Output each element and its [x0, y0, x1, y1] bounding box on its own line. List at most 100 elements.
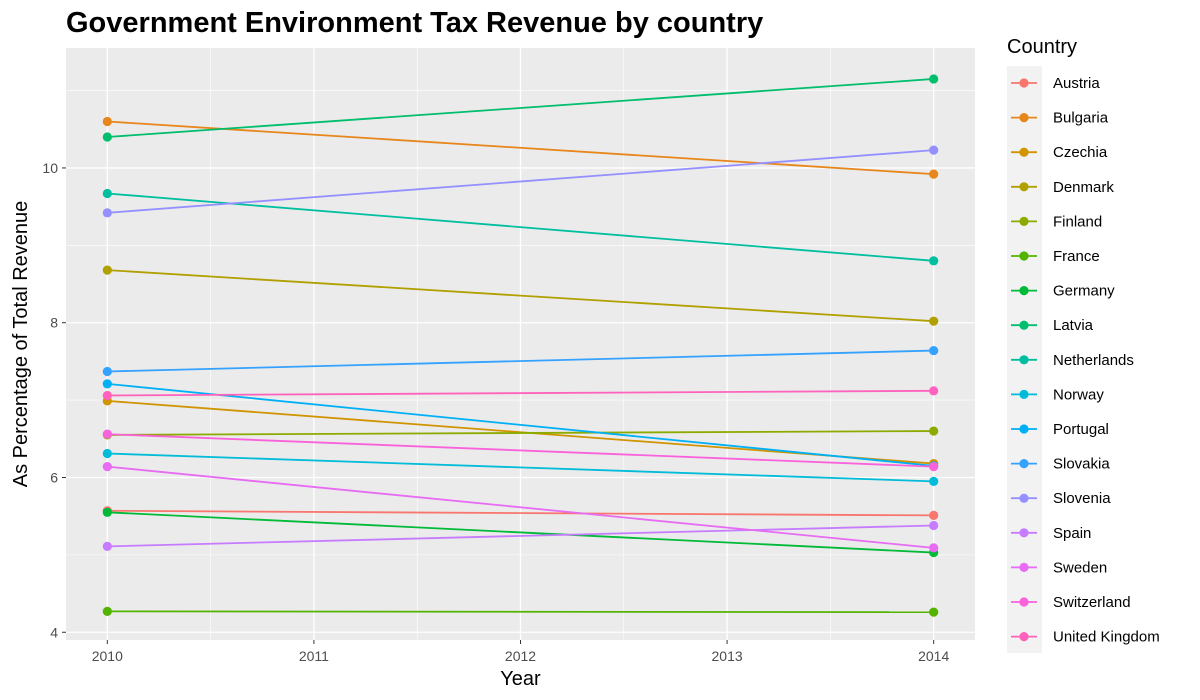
- data-point-norway: [102, 448, 112, 459]
- y-axis-title: As Percentage of Total Revenue: [10, 201, 32, 487]
- legend-key-point: [1019, 78, 1029, 88]
- series-line-spain: [107, 524, 934, 548]
- legend-key-point: [1019, 147, 1029, 157]
- legend-item-france: France: [1011, 248, 1100, 265]
- legend-item-austria: Austria: [1011, 75, 1100, 92]
- series-line-portugal: [107, 382, 934, 467]
- legend-item-slovenia: Slovenia: [1011, 490, 1111, 507]
- x-tick-label: 2013: [712, 648, 743, 664]
- data-point-france: [929, 607, 939, 617]
- data-point-united-kingdom: [929, 386, 939, 396]
- x-tick-label: 2012: [505, 648, 536, 664]
- x-tick-label: 2011: [299, 648, 329, 664]
- legend: Country Austria Bulgaria Czechia Denmark Fin…: [1007, 36, 1160, 653]
- data-point-norway: [929, 476, 939, 486]
- legend-key-point: [1019, 562, 1029, 573]
- data-point-netherlands: [929, 256, 939, 266]
- legend-key-point: [1019, 251, 1029, 261]
- legend-label: Portugal: [1053, 421, 1109, 438]
- data-point-denmark: [929, 316, 939, 326]
- data-point-united-kingdom: [102, 390, 112, 401]
- legend-label: Czechia: [1053, 144, 1108, 161]
- data-point-latvia: [102, 132, 112, 142]
- legend-label: Latvia: [1053, 317, 1094, 334]
- legend-label: Netherlands: [1053, 352, 1134, 369]
- series-line-switzerland: [107, 433, 934, 468]
- legend-label: Bulgaria: [1053, 110, 1109, 127]
- axis-ticks: 2010 2011 2012 2013 2014 4 6 8 10: [42, 160, 949, 664]
- legend-label: Norway: [1053, 386, 1104, 403]
- data-point-sweden: [102, 462, 112, 472]
- data-point-france: [102, 606, 112, 616]
- data-point-denmark: [102, 265, 112, 275]
- series-line-denmark: [107, 269, 934, 323]
- data-point-bulgaria: [929, 169, 939, 179]
- legend-item-germany: Germany: [1011, 283, 1115, 300]
- y-tick-label: 4: [50, 624, 58, 640]
- legend-item-bulgaria: Bulgaria: [1011, 110, 1109, 127]
- x-tick-label: 2010: [92, 648, 123, 664]
- series-line-netherlands: [107, 192, 934, 262]
- y-tick-label: 10: [42, 160, 58, 176]
- legend-key-point: [1019, 528, 1029, 538]
- series-line-slovenia: [107, 149, 934, 214]
- legend-key-point: [1019, 113, 1029, 123]
- data-point-latvia: [929, 74, 939, 84]
- data-point-switzerland: [102, 429, 112, 439]
- series-line-finland: [107, 430, 934, 436]
- series-line-france: [107, 610, 934, 614]
- series-group: [102, 74, 939, 617]
- x-axis-title: Year: [500, 668, 541, 690]
- data-point-slovakia: [929, 345, 939, 356]
- series-line-norway: [107, 452, 934, 483]
- series-line-austria: [107, 509, 934, 517]
- legend-item-slovakia: Slovakia: [1011, 456, 1110, 473]
- legend-item-spain: Spain: [1011, 525, 1091, 542]
- series-line-latvia: [107, 78, 934, 138]
- legend-label: Germany: [1053, 283, 1115, 300]
- legend-item-netherlands: Netherlands: [1011, 352, 1134, 369]
- data-point-slovenia: [102, 208, 112, 218]
- series-line-sweden: [107, 465, 934, 549]
- data-point-germany: [102, 507, 112, 517]
- legend-label: Slovakia: [1053, 456, 1110, 473]
- legend-item-latvia: Latvia: [1011, 317, 1094, 334]
- series-line-slovakia: [107, 349, 934, 373]
- legend-item-portugal: Portugal: [1011, 421, 1109, 438]
- legend-key-point: [1019, 597, 1029, 607]
- legend-key-point: [1019, 424, 1029, 434]
- legend-key-point: [1019, 355, 1029, 365]
- legend-item-united-kingdom: United Kingdom: [1011, 629, 1160, 646]
- data-point-bulgaria: [102, 116, 112, 127]
- data-point-slovakia: [102, 366, 112, 377]
- legend-item-czechia: Czechia: [1011, 144, 1108, 161]
- data-point-switzerland: [929, 462, 939, 472]
- chart-title: Government Environment Tax Revenue by co…: [66, 7, 763, 39]
- legend-item-sweden: Sweden: [1011, 559, 1107, 576]
- data-point-finland: [929, 426, 939, 436]
- legend-item-switzerland: Switzerland: [1011, 594, 1131, 611]
- legend-label: Spain: [1053, 525, 1091, 542]
- series-line-germany: [107, 511, 934, 554]
- legend-key-point: [1019, 182, 1029, 192]
- data-point-spain: [102, 541, 112, 551]
- x-tick-label: 2014: [918, 648, 949, 664]
- legend-item-norway: Norway: [1011, 386, 1104, 403]
- legend-item-finland: Finland: [1011, 213, 1102, 230]
- data-point-spain: [929, 520, 939, 531]
- legend-key-point: [1019, 459, 1029, 469]
- data-point-austria: [929, 510, 939, 521]
- data-point-netherlands: [102, 188, 112, 199]
- legend-label: Slovenia: [1053, 490, 1111, 507]
- legend-label: Switzerland: [1053, 594, 1131, 611]
- series-line-bulgaria: [107, 120, 934, 176]
- legend-item-denmark: Denmark: [1011, 179, 1114, 196]
- legend-key-point: [1019, 320, 1029, 330]
- legend-label: Sweden: [1053, 559, 1107, 576]
- legend-label: Finland: [1053, 213, 1102, 230]
- legend-title: Country: [1007, 36, 1077, 58]
- legend-label: France: [1053, 248, 1100, 265]
- y-tick-label: 8: [50, 315, 58, 331]
- legend-key-point: [1019, 632, 1029, 642]
